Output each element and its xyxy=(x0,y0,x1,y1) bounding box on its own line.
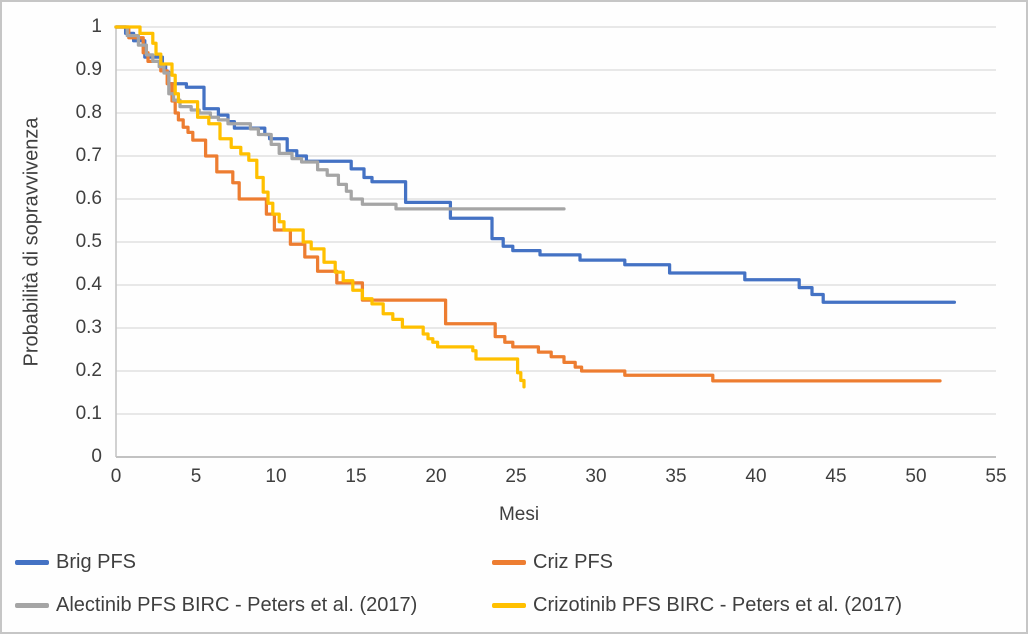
legend-swatch-orange-line xyxy=(492,559,526,565)
y-tick-label: 0.5 xyxy=(75,231,102,252)
series-curve-0 xyxy=(114,25,957,304)
y-tick-label: 0.7 xyxy=(75,145,102,166)
x-tick-label: 5 xyxy=(190,466,202,487)
legend-label: Crizotinib PFS BIRC - Peters et al. (201… xyxy=(533,593,903,616)
x-axis-title: Mesi xyxy=(498,504,540,525)
x-tick-label: 0 xyxy=(110,466,122,487)
x-tick-label: 30 xyxy=(585,466,607,487)
y-tick-label: 0 xyxy=(91,446,102,467)
series-curve-3 xyxy=(114,25,526,389)
y-tick-label: 0.2 xyxy=(75,360,102,381)
legend-item-alectinib-pfs-birc: Alectinib PFS BIRC - Peters et al. (2017… xyxy=(15,594,417,616)
x-tick-label: 55 xyxy=(985,466,1007,487)
y-tick-label: 0.4 xyxy=(75,274,102,295)
legend-label: Alectinib PFS BIRC - Peters et al. (2017… xyxy=(56,593,418,616)
series-curve-2 xyxy=(114,25,566,211)
x-tick-label: 40 xyxy=(745,466,767,487)
x-tick-label: 20 xyxy=(425,466,447,487)
y-tick-label: 0.1 xyxy=(75,403,102,424)
legend-item-crizotinib-pfs-birc: Crizotinib PFS BIRC - Peters et al. (201… xyxy=(492,594,902,616)
legend-swatch-blue-line xyxy=(15,559,49,565)
y-tick-label: 1 xyxy=(91,16,102,37)
legend-item-criz-pfs: Criz PFS xyxy=(492,551,613,573)
x-tick-label: 35 xyxy=(665,466,687,487)
y-tick-label: 0.3 xyxy=(75,317,102,338)
legend-swatch-yellow-line xyxy=(492,602,526,608)
y-tick-label: 0.9 xyxy=(75,59,102,80)
legend-label: Brig PFS xyxy=(56,550,137,573)
legend-label: Criz PFS xyxy=(533,550,613,573)
x-tick-label: 25 xyxy=(505,466,527,487)
y-tick-label: 0.6 xyxy=(75,188,102,209)
x-tick-label: 15 xyxy=(345,466,367,487)
y-tick-label: 0.8 xyxy=(75,102,102,123)
x-tick-label: 10 xyxy=(265,466,287,487)
x-tick-label: 50 xyxy=(905,466,927,487)
series-curve-1 xyxy=(114,25,942,383)
x-tick-label: 45 xyxy=(825,466,847,487)
legend-swatch-gray-line xyxy=(15,602,49,608)
legend-item-brig-pfs: Brig PFS xyxy=(15,551,136,573)
y-axis-title: Probabilità di sopravvivenza xyxy=(20,117,43,367)
